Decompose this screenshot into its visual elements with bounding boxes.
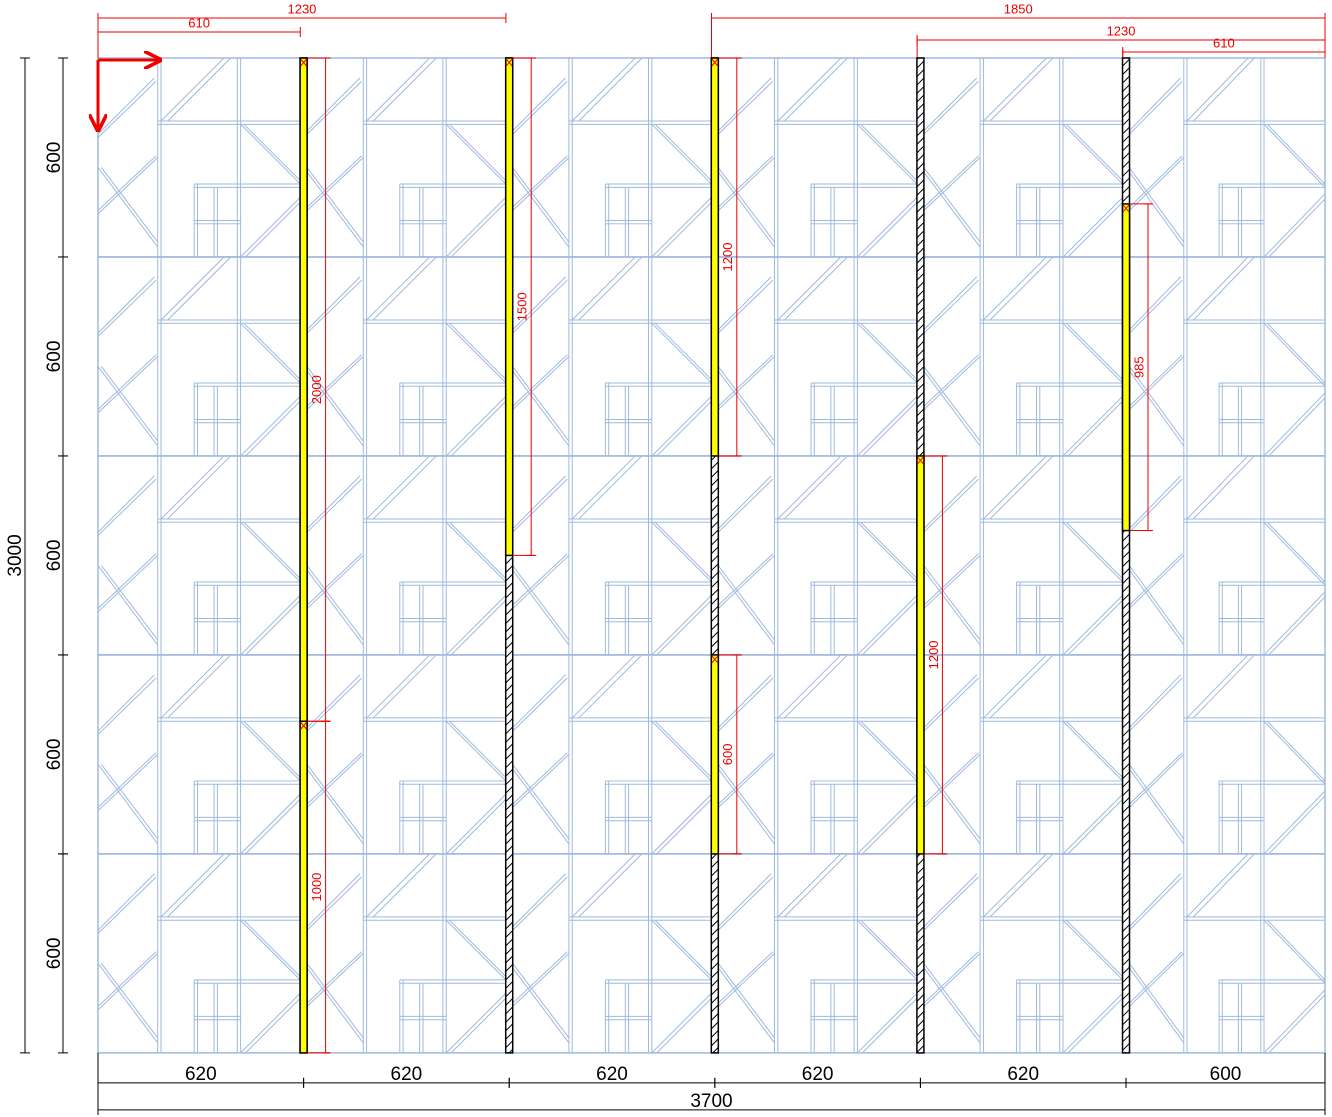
tile	[1126, 853, 1326, 1053]
dim-label: 620	[596, 1064, 628, 1085]
dim-label: 3700	[690, 1091, 732, 1112]
dim-label: 620	[1007, 1064, 1039, 1085]
tile	[303, 256, 510, 456]
dim-label: 600	[44, 739, 65, 771]
tile	[1126, 654, 1326, 854]
dim-label: 610	[1213, 35, 1235, 50]
dim-label: 610	[188, 15, 210, 30]
mount-mark	[300, 721, 307, 730]
mount-mark	[300, 58, 307, 67]
tile	[920, 455, 1127, 655]
tile	[98, 58, 304, 257]
dim-label: 600	[720, 744, 735, 766]
profile-filled	[299, 57, 308, 722]
tile	[303, 853, 510, 1053]
tile	[98, 853, 304, 1053]
tile	[509, 256, 715, 456]
tile	[714, 455, 921, 655]
tile	[509, 654, 715, 854]
tile	[920, 58, 1127, 257]
tile	[714, 58, 921, 257]
mount-mark	[1122, 204, 1130, 213]
dim-label: 1230	[287, 1, 316, 16]
dim-label: 1230	[1107, 23, 1136, 38]
tile	[920, 256, 1127, 456]
profile-filled	[710, 654, 720, 855]
profile-filled	[710, 57, 720, 457]
dim-label: 620	[185, 1064, 217, 1085]
dim-label: 600	[44, 341, 65, 373]
tile	[714, 853, 921, 1053]
dim-label: 3000	[5, 534, 26, 576]
annotations: 620 620 620 620 620 600 3700 600 600 600 600 600 300…	[5, 1, 1326, 1115]
tile	[509, 58, 715, 257]
tile	[509, 853, 715, 1053]
tile	[714, 256, 921, 456]
dim-label: 1000	[309, 873, 324, 902]
profile-filled	[299, 720, 308, 1054]
tile	[509, 455, 715, 655]
dim-label: 1200	[926, 640, 941, 669]
mount-mark	[711, 655, 719, 664]
tile	[98, 654, 304, 854]
dim-label: 2000	[309, 375, 324, 404]
mount-mark	[505, 58, 513, 67]
tile	[303, 455, 510, 655]
profile	[1121, 57, 1131, 1054]
profile-filled	[916, 455, 925, 855]
dim-label: 985	[1131, 356, 1146, 378]
tile	[303, 58, 510, 257]
dim-label: 600	[1210, 1064, 1242, 1085]
tile	[920, 654, 1127, 854]
dim-label: 620	[391, 1064, 423, 1085]
tile	[98, 256, 304, 456]
dim-label: 1500	[515, 292, 530, 321]
tile	[303, 654, 510, 854]
tile	[1126, 256, 1326, 456]
dim-label: 1200	[720, 243, 735, 272]
tile	[1126, 58, 1326, 257]
tile	[1126, 455, 1326, 655]
dim-label: 600	[44, 142, 65, 174]
profile-filled	[1121, 203, 1131, 532]
dim-label: 600	[44, 540, 65, 572]
mount-mark	[711, 58, 719, 67]
tile	[714, 654, 921, 854]
dim-label: 1850	[1004, 1, 1033, 16]
mount-mark	[917, 456, 924, 465]
dim-label: 620	[802, 1064, 834, 1085]
tile	[920, 853, 1127, 1053]
tile	[98, 455, 304, 655]
profile-filled	[504, 57, 514, 557]
dim-label: 600	[44, 938, 65, 970]
